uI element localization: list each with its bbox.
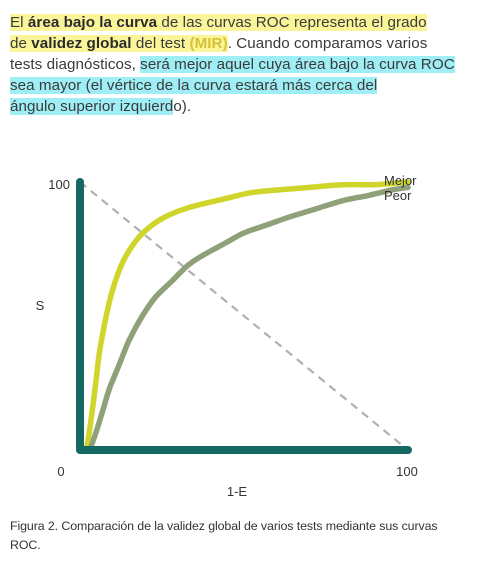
figure-caption: Figura 2. Comparación de la validez glob… [10,517,480,555]
series-line-mejor [83,179,411,453]
bold-validez-global: validez global [31,35,132,52]
paragraph-line-4: sea mayor (el vértice de la curva estará… [10,75,482,96]
bold-area-bajo-la-curva: área bajo la curva [27,14,158,31]
paragraph-line-2: de validez global del test (MIR). Cuando… [10,33,482,54]
highlight-cyan-1: será mejor aquel cuya área bajo la curva… [140,56,455,73]
axes-frame [76,178,412,454]
paragraph-line-3: tests diagnósticos, será mejor aquel cuy… [10,54,482,75]
y-axis-label: S [36,298,45,313]
caption-line-1: Figura 2. Comparación de la validez glob… [10,519,438,533]
highlight-yellow-1: El área bajo la curva de las curvas ROC … [10,14,427,31]
text-el: El [10,14,28,31]
highlight-cyan-3: ángulo superior izquierd [10,98,174,115]
roc-chart: 100 S 0 100 1-E Mejor Peor [36,173,418,499]
text-del-test: del test [131,35,190,52]
x-tick-label-100: 100 [396,464,418,479]
paragraph-line-5: ángulo superior izquierdo). [10,96,482,117]
series-line-peor [87,184,411,453]
diagonal-reference-line [79,181,409,451]
legend-label-peor: Peor [384,188,412,203]
x-axis-label: 1-E [227,484,248,499]
highlight-yellow-2: de validez global del test (MIR) [10,35,228,52]
legend-label-mejor: Mejor [384,173,417,188]
text-rest-1: de las curvas ROC representa el grado [157,14,427,31]
text-tests: tests diagnósticos, [10,56,141,73]
paragraph-line-1: El área bajo la curva de las curvas ROC … [10,12,482,33]
caption-line-2: ROC. [10,538,41,552]
y-tick-label-100: 100 [48,177,70,192]
x-tick-label-0: 0 [57,464,64,479]
intro-paragraph: El área bajo la curva de las curvas ROC … [10,12,482,117]
highlight-cyan-2: sea mayor (el vértice de la curva estará… [10,77,378,94]
text-cuando: . Cuando comparamos varios [227,35,428,52]
mir-tag: (MIR) [189,35,228,52]
text-end: o). [173,98,192,115]
text-de: de [10,35,32,52]
